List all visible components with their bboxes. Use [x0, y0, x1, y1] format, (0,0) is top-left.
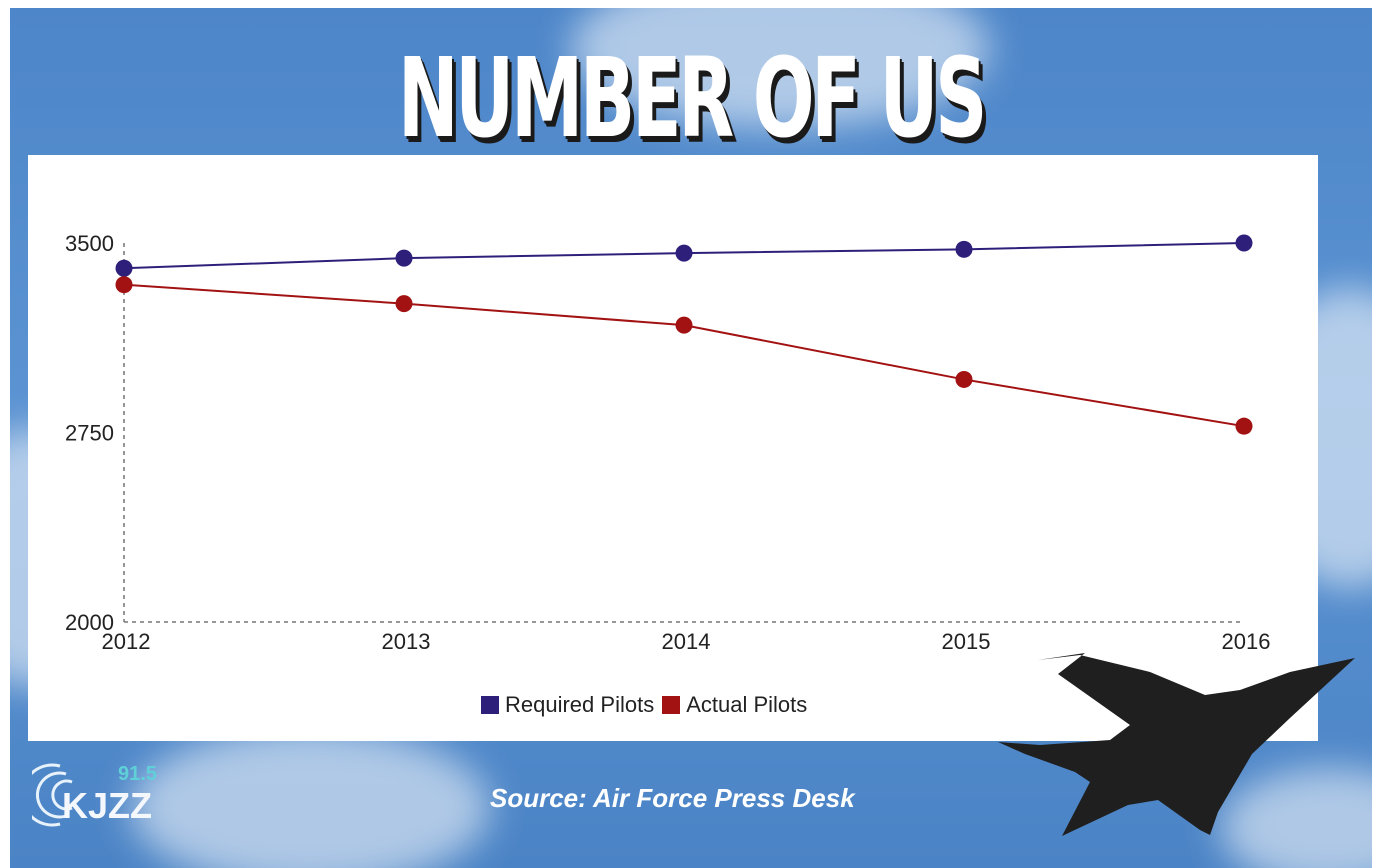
data-point-0-3[interactable] [955, 240, 973, 258]
data-point-1-0[interactable] [115, 276, 133, 294]
x-tick-label: 2014 [662, 629, 711, 654]
y-tick-label: 2000 [65, 610, 114, 635]
data-point-0-4[interactable] [1235, 234, 1253, 252]
data-point-0-1[interactable] [395, 249, 413, 267]
x-tick-label: 2013 [382, 629, 431, 654]
y-tick-label: 2750 [65, 421, 114, 446]
data-point-1-4[interactable] [1235, 417, 1253, 435]
source-note: Source: Air Force Press Desk [490, 783, 855, 813]
legend-label-required: Required Pilots [505, 692, 655, 717]
legend-item-actual[interactable]: Actual Pilots [662, 692, 807, 718]
legend-swatch-required [481, 696, 499, 714]
legend-label-actual: Actual Pilots [686, 692, 808, 717]
chart-legend: Required Pilots Actual Pilots [481, 692, 807, 718]
legend-item-required[interactable]: Required Pilots [481, 692, 654, 718]
logo-frequency: 91.5 [118, 763, 157, 785]
data-point-0-2[interactable] [675, 244, 693, 262]
fighter-jet-silhouette [998, 653, 1355, 836]
x-tick-label: 2015 [942, 629, 991, 654]
x-tick-label: 2016 [1222, 629, 1271, 654]
kjzz-logo: 91.5 KJZZ [32, 763, 157, 827]
logo-callsign: KJZZ [62, 785, 152, 826]
data-point-1-3[interactable] [955, 370, 973, 388]
series-line-1 [123, 283, 1245, 428]
legend-swatch-actual [662, 696, 681, 714]
data-point-1-2[interactable] [675, 316, 693, 334]
y-tick-label: 3500 [65, 231, 114, 256]
data-point-0-0[interactable] [115, 259, 133, 277]
data-point-1-1[interactable] [395, 295, 413, 313]
x-tick-label: 2012 [102, 629, 151, 654]
